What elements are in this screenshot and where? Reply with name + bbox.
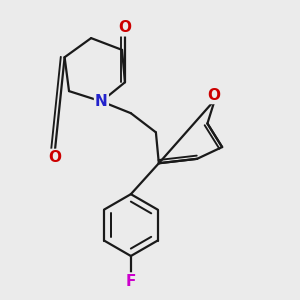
Text: O: O [48,150,61,165]
Text: F: F [126,274,136,289]
Text: O: O [118,20,131,35]
Text: N: N [95,94,108,109]
Text: O: O [207,88,220,103]
